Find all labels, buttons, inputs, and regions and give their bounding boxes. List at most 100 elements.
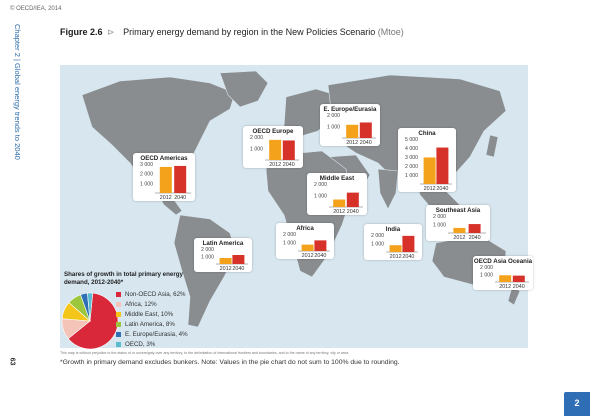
figure-caption: Primary energy demand by region in the N… — [123, 27, 376, 37]
chart-title: India — [385, 226, 401, 233]
greenland-land — [219, 70, 269, 108]
chart-title: Southeast Asia — [435, 207, 481, 214]
bar-2012 — [269, 139, 282, 160]
pie-slice-5 — [87, 292, 94, 322]
chart-title: OECD Europe — [252, 128, 294, 135]
x-tick-label: 2040 — [360, 140, 372, 146]
x-tick-label: 2040 — [347, 209, 359, 215]
chart-card-africa: Africa 2 000 1 000 2012 2040 — [276, 223, 334, 259]
bar-2012 — [219, 258, 232, 264]
legend-item: Non-OECD Asia, 62% — [116, 289, 188, 299]
x-tick-label: 2040 — [174, 195, 186, 201]
chart-card-e-europe-eurasia: E. Europe/Eurasia 2 000 1 000 2012 2040 — [320, 104, 380, 146]
x-tick-label: 2040 — [314, 253, 326, 259]
figure-unit: (Mtoe) — [377, 27, 404, 37]
legend-item: E. Europe/Eurasia, 4% — [116, 329, 188, 339]
chart-title: China — [418, 130, 436, 137]
bar-chart-india: 2 000 1 000 2012 2040 — [371, 233, 418, 260]
x-tick-label: 2012 — [453, 235, 465, 241]
bar-2040 — [346, 192, 359, 207]
bar-2040 — [436, 147, 449, 184]
chart-card-latin-america: Latin America 2 000 1 000 2012 2040 — [194, 238, 252, 272]
legend-swatch — [116, 321, 121, 327]
bar-chart-middle-east: 2 000 1 000 2012 2040 — [314, 182, 363, 215]
bar-2040 — [282, 140, 295, 160]
x-tick-label: 2040 — [232, 266, 244, 272]
bar-2040 — [359, 122, 372, 138]
legend-swatch — [116, 331, 121, 337]
chart-card-southeast-asia: Southeast Asia 2 000 1 000 2012 2040 — [426, 205, 490, 241]
bar-chart-china: 5 000 4 000 3 000 2 000 1 000 2012 2040 — [405, 137, 452, 192]
bar-2012 — [346, 124, 359, 138]
legend-item: Middle East, 10% — [116, 309, 188, 319]
y-tick-label: 2 000 — [250, 135, 263, 141]
x-tick-label: 2012 — [302, 253, 314, 259]
bar-chart-oecd-americas: 3 000 2 000 1 000 2012 2040 — [140, 162, 191, 201]
chapter-side-label: Chapter 2 | Global energy trends to 2040 — [12, 24, 26, 214]
bar-2012 — [453, 227, 466, 233]
y-tick-label: 2 000 — [480, 265, 493, 271]
x-tick-label: 2040 — [513, 284, 525, 290]
y-tick-label: 3 000 — [405, 155, 418, 161]
chart-title: OECD Asia Oceania — [473, 258, 533, 265]
figure-arrow-icon: ⊳ — [107, 27, 115, 37]
chart-card-oecd-americas: OECD Americas 3 000 2 000 1 000 2012 2040 — [133, 153, 195, 201]
bar-2012 — [301, 244, 314, 251]
y-tick-label: 1 000 — [405, 173, 418, 179]
y-tick-label: 1 000 — [314, 194, 327, 200]
bar-2012 — [423, 157, 436, 184]
x-tick-label: 2012 — [499, 284, 511, 290]
legend-swatch — [116, 341, 121, 347]
y-tick-label: 2 000 — [433, 214, 446, 220]
y-tick-label: 2 000 — [371, 233, 384, 239]
bar-2012 — [333, 199, 346, 207]
bar-chart-africa: 2 000 1 000 2012 2040 — [283, 232, 330, 259]
x-tick-label: 2040 — [402, 254, 414, 260]
chart-card-oecd-asia-oceania: OECD Asia Oceania 2 000 1 000 2012 2040 — [473, 256, 533, 290]
chart-title: E. Europe/Eurasia — [323, 106, 377, 113]
y-tick-label: 1 000 — [327, 125, 340, 131]
legend-label: E. Europe/Eurasia, 4% — [125, 330, 188, 338]
map-disclaimer: This map is without prejudice to the sta… — [60, 351, 350, 355]
x-tick-label: 2012 — [390, 254, 402, 260]
figure-title: Figure 2.6 ⊳ Primary energy demand by re… — [60, 27, 404, 38]
y-tick-label: 2 000 — [201, 247, 214, 253]
legend-swatch — [116, 301, 121, 307]
chart-card-oecd-europe: OECD Europe 2 000 1 000 2012 2040 — [243, 126, 303, 168]
chart-title: Latin America — [202, 240, 244, 247]
y-tick-label: 2 000 — [405, 164, 418, 170]
bar-2040 — [468, 224, 481, 233]
bar-2040 — [402, 235, 415, 252]
y-tick-label: 3 000 — [140, 162, 153, 168]
y-tick-label: 2 000 — [314, 182, 327, 188]
y-tick-label: 1 000 — [283, 241, 296, 247]
y-tick-label: 2 000 — [140, 172, 153, 178]
y-tick-label: 1 000 — [433, 223, 446, 229]
y-tick-label: 1 000 — [201, 255, 214, 261]
bar-2012 — [499, 275, 512, 282]
x-tick-label: 2040 — [469, 235, 481, 241]
bar-2040 — [232, 255, 245, 264]
legend-swatch — [116, 311, 121, 317]
y-tick-label: 1 000 — [371, 242, 384, 248]
chapter-side-label-text: Chapter 2 | Global energy trends to 2040 — [13, 24, 22, 160]
bar-chart-southeast-asia: 2 000 1 000 2012 2040 — [433, 214, 486, 241]
pie-legend: Non-OECD Asia, 62% Africa, 12% Middle East… — [116, 289, 188, 349]
x-tick-label: 2040 — [436, 186, 448, 192]
chart-title: Africa — [296, 225, 314, 232]
chart-title: OECD Americas — [140, 155, 188, 162]
y-tick-label: 4 000 — [405, 146, 418, 152]
bar-chart-e-europe-eurasia: 2 000 1 000 2012 2040 — [327, 113, 376, 146]
pie-chart-title: Shares of growth in total primary energy… — [64, 271, 183, 286]
y-tick-label: 1 000 — [480, 273, 493, 279]
bar-2012 — [389, 245, 402, 252]
y-tick-label: 2 000 — [283, 232, 296, 238]
chart-card-india: India 2 000 1 000 2012 2040 — [364, 224, 422, 260]
legend-swatch — [116, 291, 121, 297]
legend-label: Africa, 12% — [125, 300, 157, 308]
legend-item: Latin America, 8% — [116, 319, 188, 329]
chart-card-china: China 5 000 4 000 3 000 2 000 1 000 2012 2040 — [398, 128, 456, 192]
x-tick-label: 2012 — [333, 209, 345, 215]
bar-chart-oecd-europe: 2 000 1 000 2012 2040 — [250, 135, 299, 168]
bar-2012 — [159, 166, 172, 193]
